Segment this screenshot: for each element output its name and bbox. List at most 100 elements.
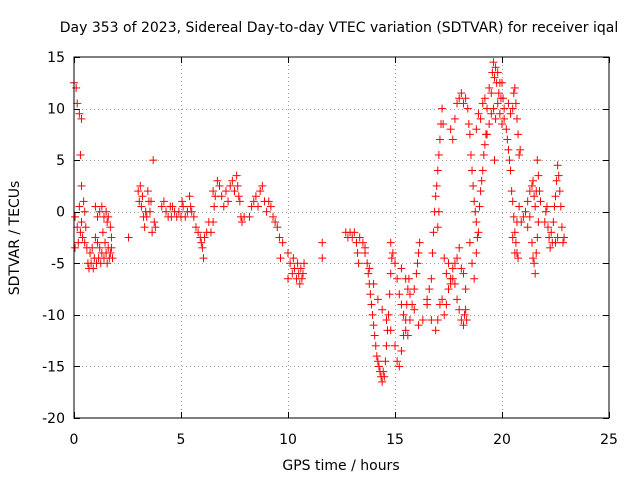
data-point [468,166,477,175]
data-point [536,197,545,206]
data-point [444,285,453,294]
data-point [107,233,116,242]
data-point [266,202,275,211]
data-point [395,290,404,299]
data-point [72,83,81,92]
data-point [500,114,509,123]
data-point [254,202,263,211]
data-point [408,300,417,309]
data-point [382,341,391,350]
data-point [386,269,395,278]
data-point [418,316,427,325]
data-point [509,212,518,221]
data-point [379,367,388,376]
data-point [224,197,233,206]
data-point [432,181,441,190]
data-point [107,243,116,252]
data-point [386,238,395,247]
data-point [461,94,470,103]
data-point [168,202,177,211]
data-point [209,187,218,196]
data-point [103,259,112,268]
data-point [142,212,151,221]
data-point [478,99,487,108]
data-point [363,259,372,268]
data-point [469,181,478,190]
data-point [157,202,166,211]
y-tick-label: 5 [56,153,65,169]
data-point [463,104,472,113]
data-point [541,207,550,216]
data-point [385,290,394,299]
data-point [382,316,391,325]
data-point [108,254,117,263]
data-point [373,357,382,366]
data-point [149,156,158,165]
data-point [464,120,473,129]
data-point [353,248,362,257]
data-point [479,150,488,159]
data-point [472,248,481,257]
data-point [134,187,143,196]
data-point [457,264,466,273]
data-point [511,238,520,247]
data-point [78,233,87,242]
data-point [89,264,98,273]
data-point [476,187,485,196]
data-point [397,300,406,309]
data-point [350,228,359,237]
data-point [200,233,209,242]
data-point [483,130,492,139]
data-point [503,135,512,144]
data-point [289,254,298,263]
data-point [95,243,104,252]
data-point [230,187,239,196]
data-point [529,254,538,263]
data-point [264,197,273,206]
data-point [435,135,444,144]
data-point [397,346,406,355]
data-point [286,259,295,268]
data-point [269,212,278,221]
y-tick-label: -10 [42,308,65,324]
grid-lines [74,57,610,419]
data-point [552,176,561,185]
data-point [249,197,258,206]
data-point [448,274,457,283]
data-point [366,290,375,299]
data-point [510,248,519,257]
data-point [511,99,520,108]
data-point [533,233,542,242]
data-point [318,238,327,247]
data-point [553,233,562,242]
data-point [91,233,100,242]
data-point [148,228,157,237]
data-point [510,83,519,92]
y-tick-label: 15 [47,50,65,66]
data-point [135,197,144,206]
data-point [258,181,267,190]
data-point [472,125,481,134]
data-point [461,305,470,314]
data-point [98,228,107,237]
data-point [191,223,200,232]
data-point [381,357,390,366]
data-point [275,233,284,242]
data-point [372,352,381,361]
y-axis-label: SDTVAR / TECUs [7,181,23,296]
data-point [361,243,370,252]
data-point [147,197,156,206]
data-point [138,192,147,201]
data-point [532,248,541,257]
plot-frame [73,56,610,419]
data-point [498,78,506,87]
data-point [370,331,379,340]
data-point [217,192,226,201]
data-point [199,254,208,263]
data-point [549,218,558,227]
data-point [493,68,502,77]
data-point [527,238,536,247]
data-point [151,223,160,232]
data-point [473,233,482,242]
